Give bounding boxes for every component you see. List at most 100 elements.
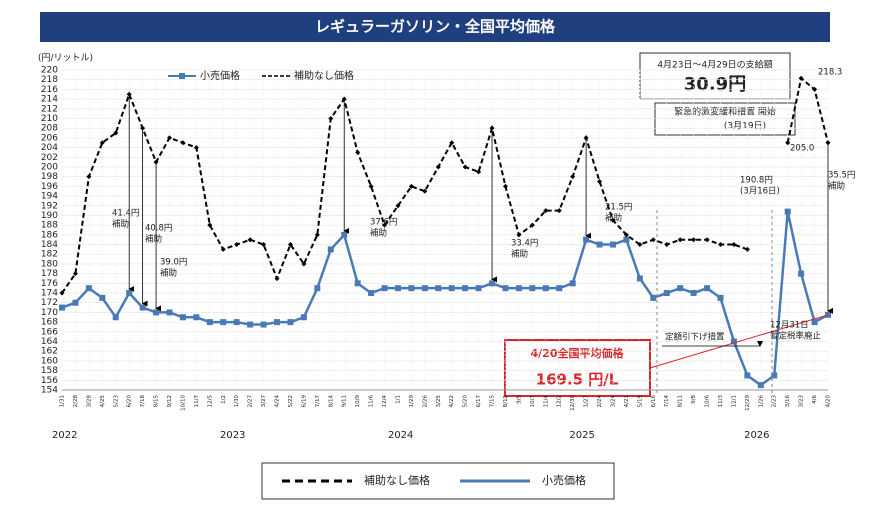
point <box>247 237 253 243</box>
point <box>126 290 133 297</box>
y-tick-label: 188 <box>41 221 58 231</box>
point <box>274 275 280 281</box>
x-tick-label: 11/3 <box>718 395 724 408</box>
x-tick-label: 4/24 <box>275 395 281 408</box>
point <box>206 319 213 326</box>
payment-box <box>639 52 791 100</box>
annotation: 35.5円 <box>828 171 855 181</box>
annotation: 21.5円 <box>605 203 632 213</box>
y-tick-label: 208 <box>41 124 58 134</box>
y-tick-label: 206 <box>41 133 58 143</box>
point <box>529 222 535 228</box>
y-tick-label: 158 <box>41 366 58 376</box>
payment-amount: 30.9円 <box>684 74 746 95</box>
title-bar <box>40 12 830 42</box>
x-tick-label: 6/19 <box>301 395 307 408</box>
point <box>623 232 629 238</box>
legend-label: 小売価格 <box>200 69 240 82</box>
series-line <box>61 76 829 294</box>
annotation: 12月31日 <box>770 321 809 331</box>
x-tick-label: 9/12 <box>167 395 173 407</box>
y-tick-label: 218 <box>41 75 58 85</box>
x-tick-label: 1/30 <box>234 395 240 408</box>
x-tick-label: 2/24 <box>597 395 603 408</box>
point <box>596 241 603 248</box>
x-tick-label: 8/12 <box>503 395 509 407</box>
point <box>691 237 697 243</box>
x-tick-label: 6/17 <box>476 395 482 408</box>
annotation: 補助 <box>511 249 528 260</box>
point <box>166 309 173 316</box>
point <box>180 140 186 146</box>
point <box>368 183 374 189</box>
x-tick-label: 2/23 <box>772 395 778 408</box>
point <box>731 242 737 248</box>
point <box>637 242 643 248</box>
x-tick-label: 6/16 <box>651 395 657 408</box>
point <box>85 285 92 292</box>
point <box>502 183 508 189</box>
point <box>811 319 818 326</box>
point <box>449 140 455 146</box>
point <box>650 294 657 301</box>
legend-label: 補助なし価格 <box>364 473 430 487</box>
annotation: (3月16日) <box>740 187 780 197</box>
point <box>462 285 469 292</box>
x-tick-label: 10/10 <box>180 395 186 411</box>
point <box>381 285 388 292</box>
x-tick-label: 11/7 <box>194 395 200 408</box>
annotation: 補助 <box>160 268 177 279</box>
point <box>72 299 79 306</box>
annotation: 190.8円 <box>740 176 773 186</box>
measure-box <box>654 102 796 136</box>
point <box>609 241 616 248</box>
point <box>314 285 321 292</box>
point <box>394 285 401 292</box>
x-tick-label: 7/15 <box>490 395 496 408</box>
y-tick-label: 196 <box>41 182 58 192</box>
point <box>220 319 227 326</box>
point <box>448 285 455 292</box>
x-tick-label: 6/20 <box>127 395 133 408</box>
y-tick-label: 172 <box>41 298 58 308</box>
point <box>220 246 226 252</box>
y-tick-label: 210 <box>41 114 58 124</box>
y-tick-label: 160 <box>41 356 58 366</box>
point <box>623 236 630 243</box>
point <box>677 237 683 243</box>
x-tick-label: 1/2 <box>221 395 227 404</box>
x-tick-label: 8/14 <box>328 395 334 408</box>
y-tick-label: 212 <box>41 104 58 114</box>
point <box>368 290 375 297</box>
x-tick-label: 5/19 <box>637 395 643 408</box>
x-tick-label: 11/4 <box>543 395 549 408</box>
point <box>260 321 267 328</box>
x-tick-label: 2/26 <box>422 395 428 408</box>
y-tick-label: 184 <box>41 240 58 250</box>
y-tick-label: 202 <box>41 153 58 163</box>
pointer-line <box>649 314 829 369</box>
point <box>167 135 173 141</box>
point <box>489 280 496 287</box>
legend-label: 補助なし価格 <box>294 69 354 82</box>
x-tick-label: 5/20 <box>463 395 469 408</box>
point <box>261 242 267 248</box>
y-tick-label: 200 <box>41 162 58 172</box>
point <box>179 314 186 321</box>
x-tick-label: 8/11 <box>678 395 684 407</box>
point <box>300 314 307 321</box>
point <box>113 130 119 136</box>
y-tick-label: 156 <box>41 376 58 386</box>
annotation: 205.0 <box>790 144 814 154</box>
annotation: 補助 <box>605 213 622 224</box>
x-tick-label: 5/23 <box>113 395 119 408</box>
current-price: 169.5 円/L <box>536 371 619 389</box>
point <box>475 285 482 292</box>
x-tick-label: 7/18 <box>140 395 146 408</box>
point <box>597 179 603 185</box>
x-tick-label: 9/11 <box>342 395 348 407</box>
point <box>314 232 320 238</box>
y-tick-label: 170 <box>41 308 58 318</box>
point <box>515 285 522 292</box>
y-tick-label: 178 <box>41 269 58 279</box>
